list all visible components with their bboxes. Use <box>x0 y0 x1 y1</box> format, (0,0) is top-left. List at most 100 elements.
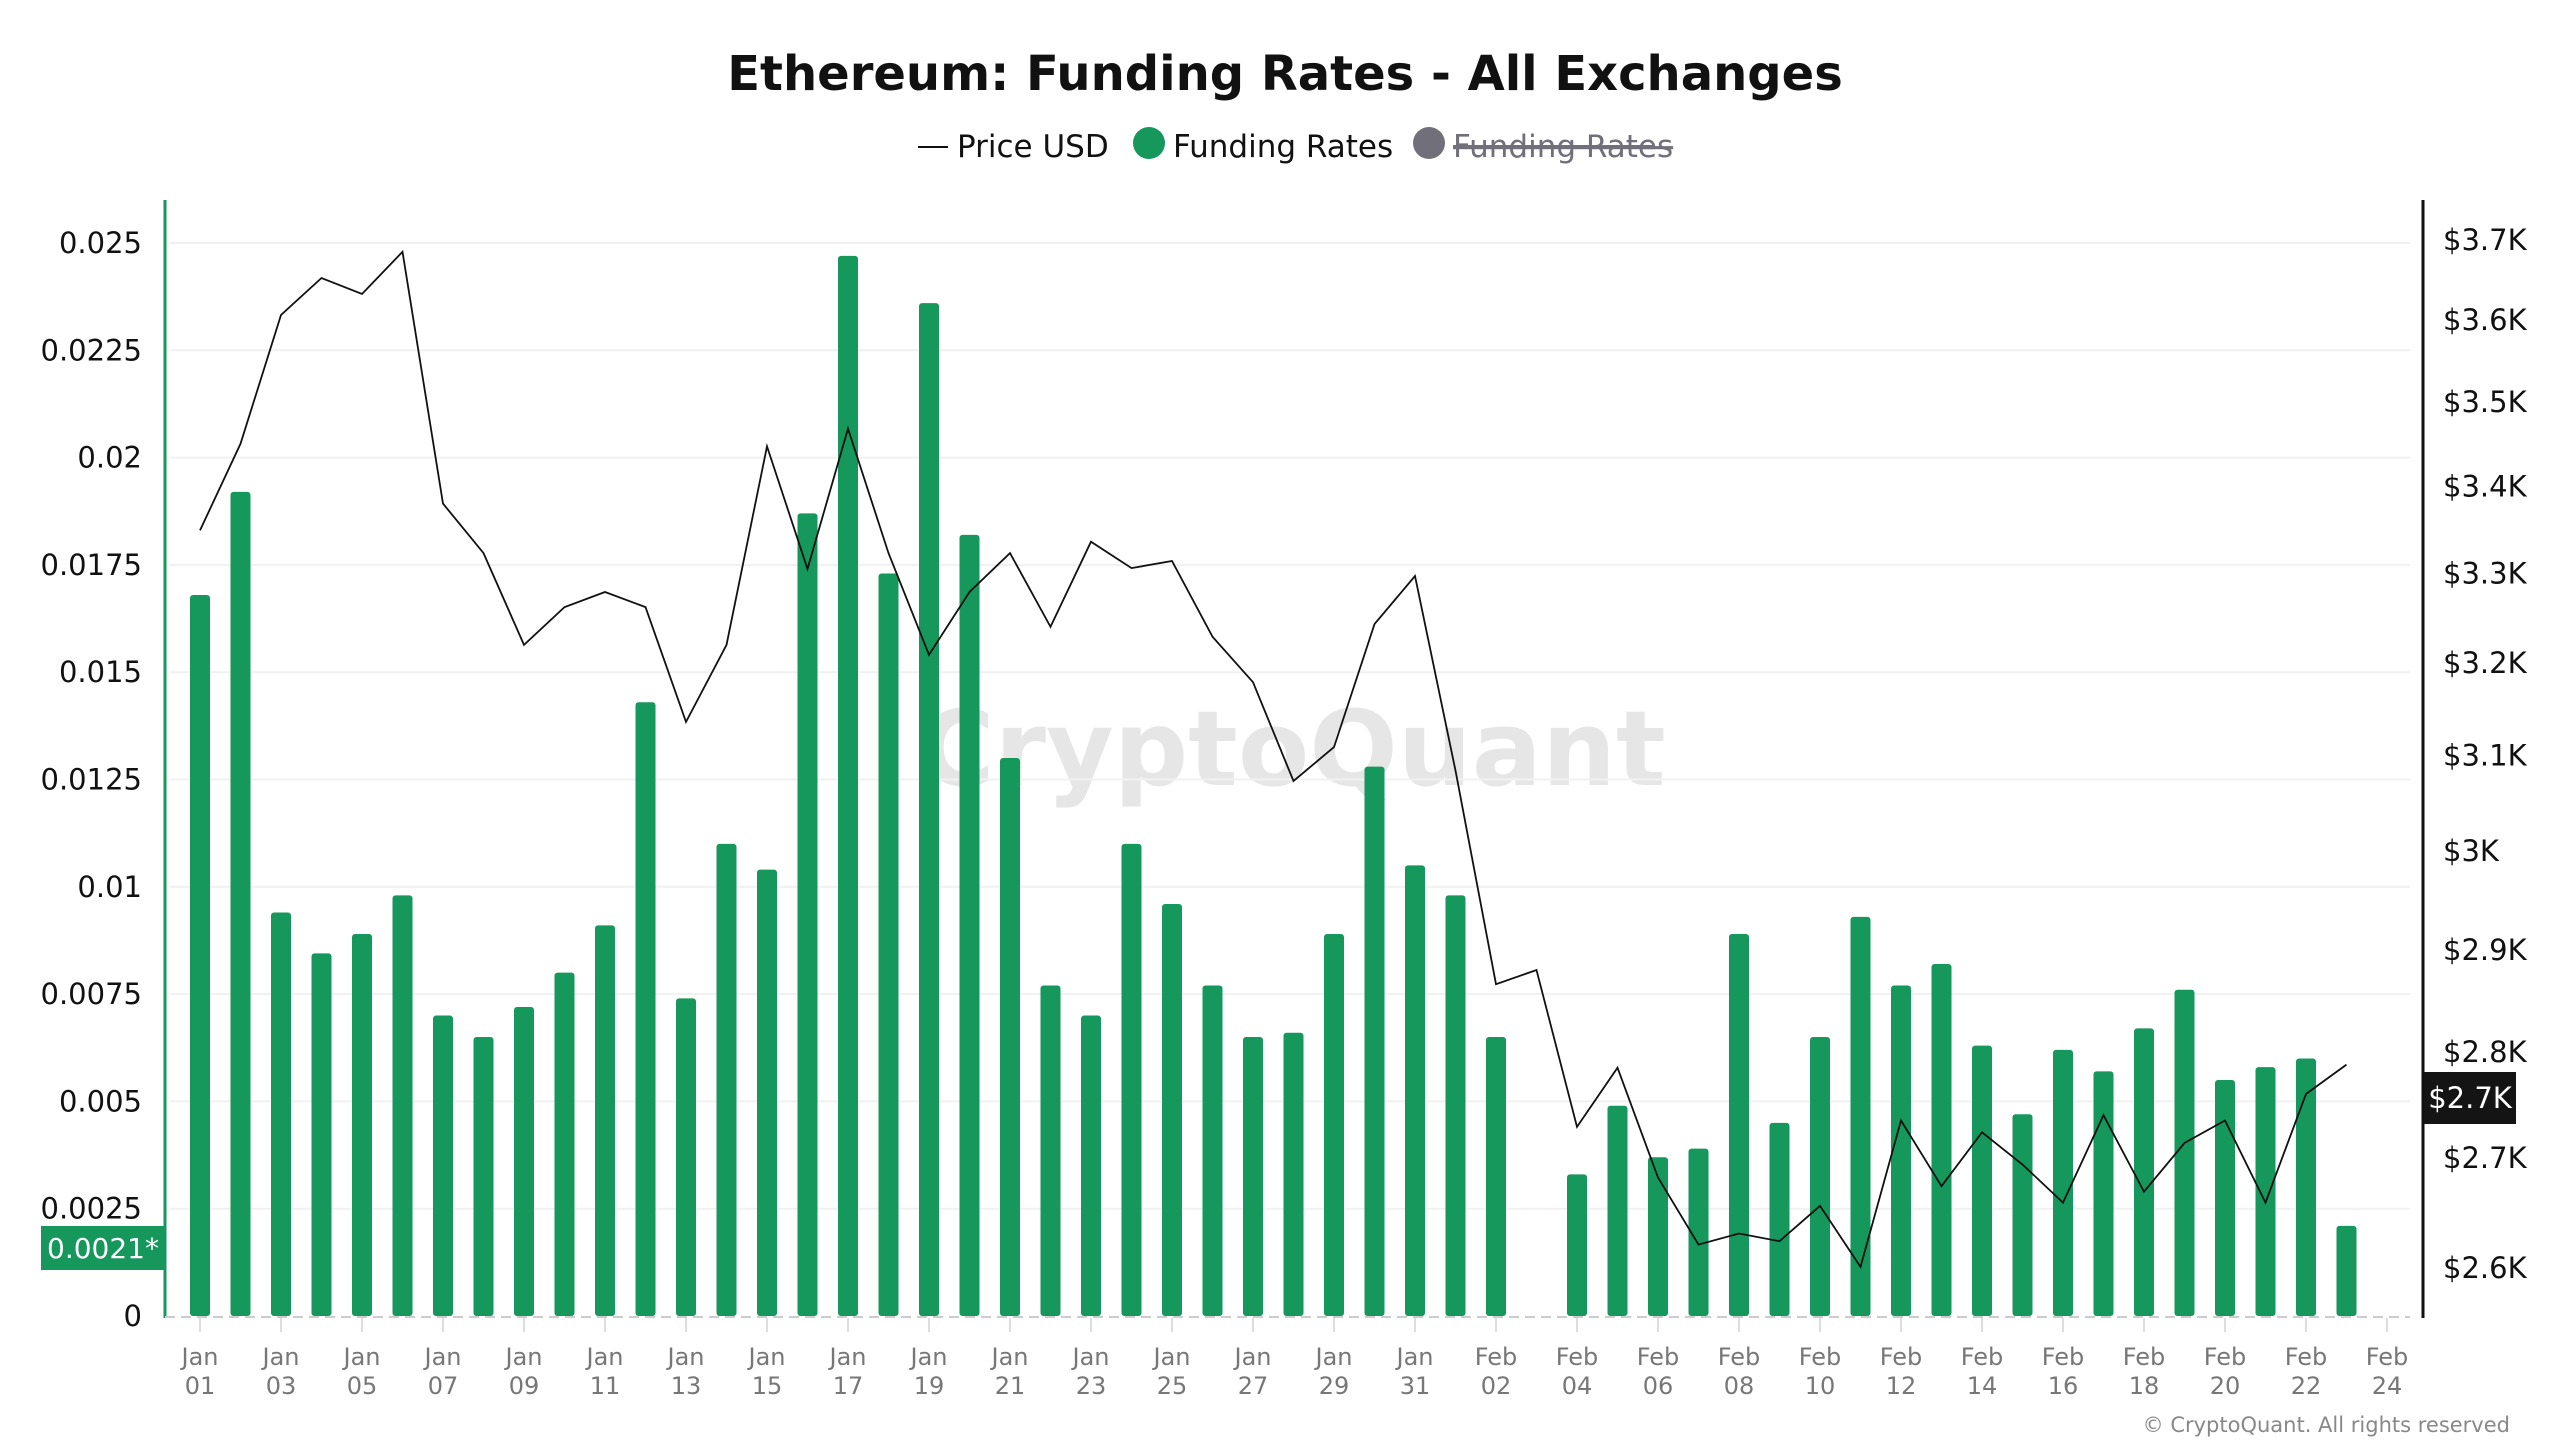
x-tick-label: 22 <box>2291 1372 2322 1400</box>
legend-label: Price USD <box>957 129 1109 165</box>
x-axis-ticks: Jan01Jan03Jan05Jan07Jan09Jan11Jan13Jan15… <box>180 1318 2408 1400</box>
x-tick-label: 04 <box>1562 1372 1593 1400</box>
legend-item-funding-hidden[interactable]: Funding Rates <box>1413 127 1673 165</box>
funding-bar <box>1769 1122 1790 1316</box>
x-tick-label: Jan <box>666 1343 705 1371</box>
x-tick-label: 21 <box>995 1372 1026 1400</box>
funding-bar <box>2296 1058 2316 1316</box>
x-tick-label: Jan <box>1314 1343 1353 1371</box>
funding-bar <box>797 513 818 1316</box>
x-tick-label: Feb <box>1799 1343 1842 1371</box>
funding-bar <box>1648 1157 1668 1316</box>
right-tick-label: $2.6K <box>2443 1251 2528 1285</box>
funding-bar <box>959 534 980 1316</box>
funding-bar <box>919 303 939 1316</box>
legend-label: Funding Rates <box>1173 129 1393 165</box>
funding-bar <box>1445 895 1466 1316</box>
funding-bar <box>271 912 291 1316</box>
x-tick-label: Jan <box>423 1343 462 1371</box>
funding-bar <box>1931 964 1952 1316</box>
funding-bar <box>1202 985 1223 1316</box>
funding-bar <box>1000 758 1020 1316</box>
x-tick-label: Feb <box>1475 1343 1518 1371</box>
x-tick-label: Jan <box>1233 1343 1272 1371</box>
x-tick-label: 29 <box>1319 1372 1350 1400</box>
x-tick-label: 27 <box>1238 1372 1269 1400</box>
funding-bar <box>1972 1045 1992 1316</box>
right-tick-label: $3K <box>2443 834 2500 868</box>
x-tick-label: 09 <box>509 1372 540 1400</box>
funding-bar <box>1324 934 1344 1316</box>
left-tick-label: 0.005 <box>59 1084 142 1118</box>
x-tick-label: 08 <box>1724 1372 1755 1400</box>
funding-bar <box>595 925 615 1316</box>
x-tick-label: Jan <box>504 1343 543 1371</box>
x-tick-label: 14 <box>1967 1372 1998 1400</box>
x-tick-label: Jan <box>342 1343 381 1371</box>
funding-bar <box>1607 1105 1628 1316</box>
funding-bar <box>878 573 899 1316</box>
funding-bar <box>1486 1037 1506 1316</box>
funding-bar <box>1040 985 1061 1316</box>
funding-bar <box>676 998 696 1316</box>
funding-bar <box>1162 903 1182 1316</box>
legend-item-funding[interactable]: Funding Rates <box>1133 127 1393 165</box>
x-tick-label: Feb <box>1556 1343 1599 1371</box>
right-tick-label: $3.3K <box>2443 556 2528 590</box>
x-tick-label: 12 <box>1886 1372 1917 1400</box>
current-price-tag: $2.7K <box>2424 1072 2516 1124</box>
watermark: CryptoQuant <box>918 688 1665 810</box>
x-tick-label: Jan <box>585 1343 624 1371</box>
funding-bar <box>838 255 858 1317</box>
funding-bar <box>2174 989 2195 1316</box>
legend-item-price[interactable]: Price USD <box>918 129 1109 165</box>
x-tick-label: 31 <box>1400 1372 1431 1400</box>
funding-bar <box>2053 1049 2073 1316</box>
left-tick-label: 0.01 <box>77 870 142 904</box>
x-tick-label: Feb <box>2123 1343 2166 1371</box>
x-tick-label: Jan <box>261 1343 300 1371</box>
x-tick-label: 18 <box>2129 1372 2160 1400</box>
dot-swatch-icon <box>1413 127 1445 159</box>
left-tick-label: 0.0225 <box>41 333 142 367</box>
funding-bar <box>1810 1037 1830 1316</box>
current-funding-value: 0.0021* <box>47 1232 159 1265</box>
x-tick-label: 17 <box>833 1372 864 1400</box>
right-tick-label: $3.6K <box>2443 303 2528 337</box>
x-tick-label: 13 <box>671 1372 702 1400</box>
funding-bar <box>1891 985 1911 1316</box>
copyright: © CryptoQuant. All rights reserved <box>2143 1413 2510 1437</box>
right-tick-label: $2.7K <box>2443 1141 2528 1175</box>
right-tick-label: $3.2K <box>2443 646 2528 680</box>
right-tick-label: $3.1K <box>2443 739 2528 773</box>
funding-bar <box>716 843 737 1316</box>
funding-bar <box>1121 843 1142 1316</box>
funding-bar <box>311 953 332 1316</box>
price-line <box>199 249 2348 1270</box>
x-tick-label: 10 <box>1805 1372 1836 1400</box>
x-tick-label: Feb <box>2285 1343 2328 1371</box>
x-tick-label: 24 <box>2372 1372 2403 1400</box>
current-price-value: $2.7K <box>2428 1081 2513 1115</box>
funding-bar <box>2255 1067 2276 1316</box>
left-axis-ticks: 0 0.0025 0.005 0.0075 0.01 0.0125 0.015 0.0175 0… <box>41 226 142 1333</box>
funding-bar <box>2012 1114 2033 1316</box>
right-tick-label: $2.8K <box>2443 1035 2528 1069</box>
funding-bar <box>1081 1015 1101 1316</box>
left-tick-label: 0.0125 <box>41 763 142 797</box>
right-tick-label: $3.4K <box>2443 469 2528 503</box>
x-tick-label: 02 <box>1481 1372 1512 1400</box>
x-tick-label: 05 <box>347 1372 378 1400</box>
bars <box>190 255 2357 1317</box>
x-tick-label: 03 <box>266 1372 297 1400</box>
right-axis-ticks: $3.7K $3.6K $3.5K $3.4K $3.3K $3.2K $3.1K $3K $2… <box>2443 223 2528 1285</box>
x-tick-label: 11 <box>590 1372 621 1400</box>
funding-bar <box>433 1015 453 1316</box>
left-tick-label: 0.0075 <box>41 977 142 1011</box>
funding-bar <box>1364 766 1385 1316</box>
x-tick-label: Jan <box>990 1343 1029 1371</box>
x-tick-label: 06 <box>1643 1372 1674 1400</box>
funding-bar <box>1243 1037 1263 1316</box>
funding-bar <box>392 895 413 1316</box>
